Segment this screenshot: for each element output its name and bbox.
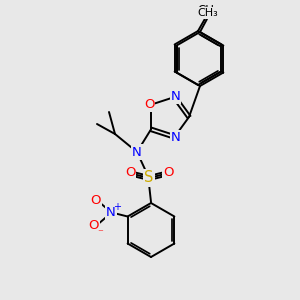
- Text: N: N: [106, 206, 116, 219]
- Text: O: O: [144, 98, 154, 111]
- Text: O: O: [125, 166, 135, 178]
- Text: O: O: [88, 219, 99, 232]
- Text: O: O: [163, 166, 173, 178]
- Text: S: S: [144, 170, 154, 185]
- Text: N: N: [171, 89, 180, 103]
- Text: +: +: [112, 202, 121, 212]
- Text: CH₃: CH₃: [198, 8, 218, 18]
- Text: ⁻: ⁻: [98, 229, 103, 238]
- Text: N: N: [132, 146, 142, 158]
- Text: N: N: [171, 131, 180, 145]
- Text: O: O: [90, 194, 101, 207]
- Text: CH₃: CH₃: [197, 4, 219, 17]
